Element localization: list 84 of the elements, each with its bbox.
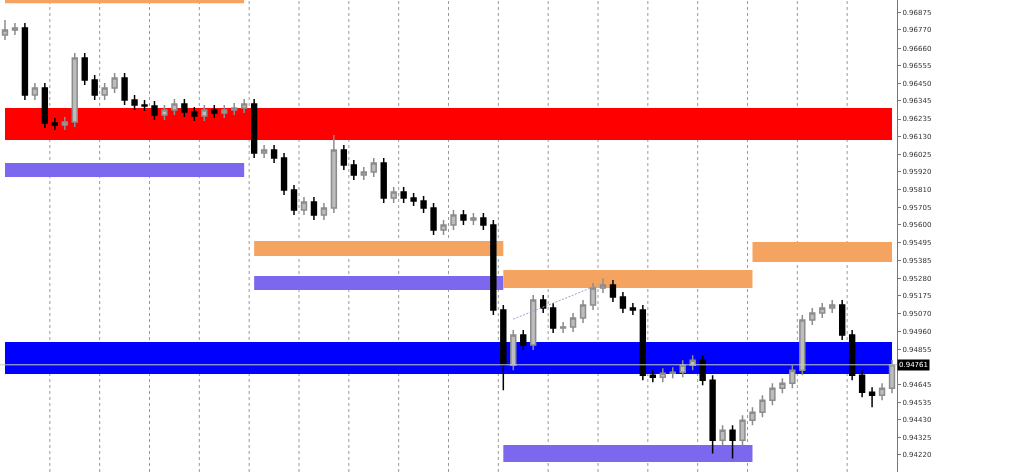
candlestick (141, 99, 148, 112)
candlestick (181, 98, 188, 118)
candlestick (61, 116, 68, 131)
candlestick (121, 72, 128, 106)
candlestick (769, 382, 776, 406)
candlestick (340, 144, 348, 171)
candlestick (71, 52, 78, 128)
candlestick (649, 369, 657, 383)
candlestick (559, 321, 567, 334)
candlestick (270, 144, 278, 164)
candlestick (729, 424, 736, 460)
candlestick (838, 299, 846, 341)
candlestick (868, 386, 876, 408)
candlestick (659, 367, 666, 383)
candlestick (41, 82, 49, 129)
candlestick (520, 329, 527, 351)
candlestick (549, 302, 557, 334)
candlestick (51, 117, 59, 131)
candlestick (749, 406, 756, 426)
candlestick (599, 277, 607, 294)
candlestick (221, 104, 228, 119)
candlestick (500, 304, 507, 391)
candlestick (370, 157, 377, 178)
candlestick (21, 22, 29, 101)
candlestick (530, 294, 537, 351)
candlestick (739, 414, 746, 446)
candlestick (569, 312, 577, 333)
candlestick (490, 219, 497, 316)
candlestick (320, 202, 328, 221)
candlestick (699, 354, 706, 386)
candlestick (420, 195, 427, 214)
candlestick (539, 294, 547, 314)
candlestick (829, 299, 836, 314)
candlestick (300, 196, 308, 216)
candlestick (400, 186, 407, 204)
candlestick (231, 102, 238, 116)
candlestick (609, 279, 617, 303)
candlestick (280, 152, 288, 196)
candlestick (589, 282, 597, 311)
candlestick (819, 302, 826, 319)
candlestick (191, 106, 198, 122)
candlestick (101, 82, 108, 101)
candlestick (629, 302, 637, 316)
candlestick (410, 192, 417, 207)
candlestick (350, 159, 358, 181)
candlestick (450, 209, 457, 231)
candlestick (11, 22, 19, 36)
candlestick (91, 74, 98, 101)
candlestick (360, 166, 367, 181)
candlestick (579, 299, 587, 324)
candlestick (809, 307, 816, 326)
candlestick (460, 209, 467, 226)
candlestick (470, 212, 477, 226)
candlestick (858, 369, 866, 398)
candlestick (878, 382, 886, 401)
candlestick (848, 329, 856, 381)
candlestick (201, 104, 208, 122)
candlestick (81, 52, 88, 86)
candlestick (779, 377, 786, 394)
candlestick (669, 366, 676, 379)
candlestick (719, 424, 726, 446)
candlestick (31, 82, 39, 101)
candlestick (330, 134, 338, 214)
candlestick (161, 104, 168, 121)
candlestick (290, 184, 298, 216)
candlestick (310, 196, 318, 221)
candlestick (480, 212, 487, 231)
candlestick (240, 98, 248, 114)
candlestick (619, 291, 627, 314)
candlestick (260, 144, 268, 159)
candlestick (639, 304, 647, 381)
candlestick (171, 98, 178, 116)
candlestick (759, 394, 766, 418)
candlestick (440, 219, 447, 236)
candlestick (111, 72, 118, 94)
candlestick (380, 157, 387, 204)
candlestick (430, 202, 437, 236)
candlestick (250, 98, 258, 159)
candlestick (131, 94, 138, 111)
candlestick (211, 104, 218, 119)
candlestick (151, 100, 158, 121)
candlestick (390, 186, 397, 204)
candlestick (709, 374, 716, 455)
candlestick (1, 19, 9, 41)
